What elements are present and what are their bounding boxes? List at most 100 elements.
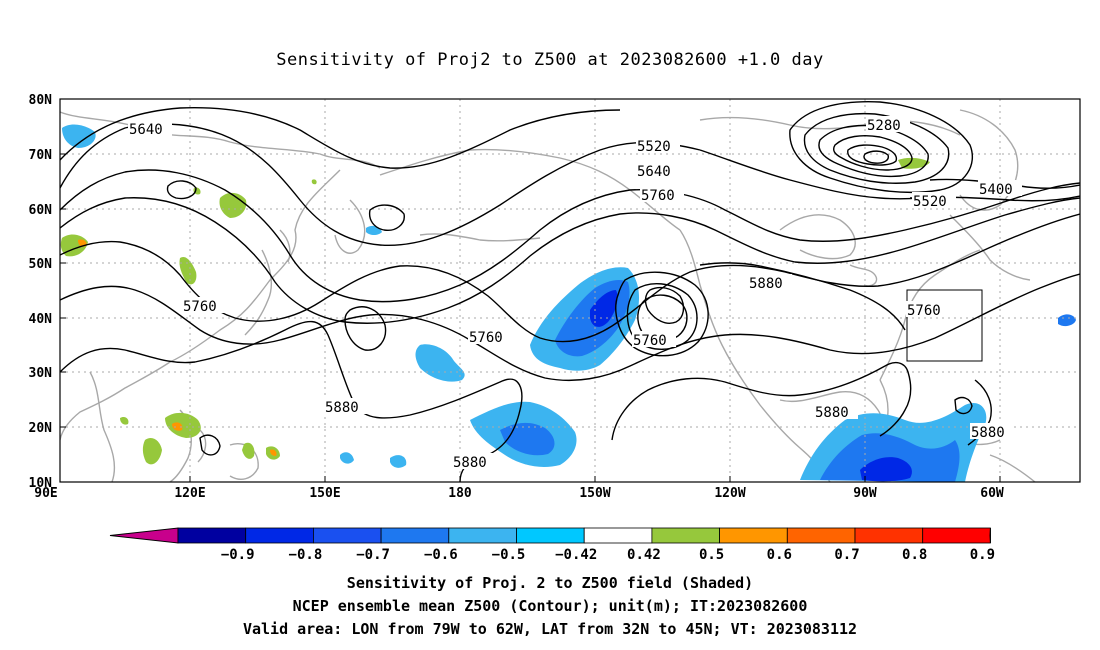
colorbar-segment — [651, 527, 721, 544]
colorbar-tick-label: −0.5 — [492, 547, 526, 563]
contour-label-bg — [182, 297, 226, 313]
contour-label-5880-gulf: 5880 — [815, 405, 849, 421]
colorbar-segment — [516, 527, 585, 544]
colorbar-tick-label: 0.42 — [627, 547, 661, 563]
contour-label-bg — [970, 423, 1014, 439]
shade-positive-manchuria — [179, 256, 197, 285]
contour-label-bg — [636, 162, 680, 178]
contour-label-bg — [748, 274, 792, 290]
lon-label-120e: 120E — [174, 486, 205, 501]
coast-aleutians — [419, 233, 541, 242]
contour-low-pacific-outer — [615, 271, 709, 357]
contour-small-ring-kamchatka — [368, 204, 405, 231]
contour-5880-atlantic — [699, 262, 906, 331]
colorbar-tick-label: 0.6 — [767, 547, 792, 563]
contour-5760-central — [60, 213, 1080, 343]
contour-label-5880-north-america: 5880 — [749, 276, 783, 292]
colorbar-tick-label: 0.7 — [834, 547, 859, 563]
colorbar-tick-label: −0.9 — [221, 547, 255, 563]
contour-low-pacific-inner — [637, 294, 688, 342]
contour-label-5760-asia: 5760 — [183, 299, 217, 315]
contour-label-5520: 5520 — [637, 139, 671, 155]
lat-axis-labels: 80N 70N 60N 50N 40N 30N 20N 10N — [29, 93, 53, 491]
contour-label-bg — [814, 403, 858, 419]
grid-lines — [60, 99, 1080, 482]
coastlines — [60, 109, 1036, 482]
contour-west-pacific-ring — [199, 434, 221, 456]
shade-positive-sea-b — [165, 412, 201, 438]
caption-contour: NCEP ensemble mean Z500 (Contour); unit(… — [292, 597, 808, 615]
coast-great-lakes — [849, 264, 878, 287]
contour-low-arctic-core — [863, 150, 889, 164]
sensitivity-shading — [60, 124, 1076, 482]
contour-5760-west-b — [60, 197, 1080, 324]
colorbar-tick-label: 0.5 — [699, 547, 724, 563]
shade-arctic-west — [62, 124, 96, 148]
coast-japan — [244, 229, 291, 336]
contour-label-5880-subtropics: 5880 — [453, 455, 487, 471]
contour-label-bg — [906, 301, 950, 317]
contour-5760-west-a — [60, 169, 1080, 303]
caption-shading: Sensitivity of Proj. 2 to Z500 field (Sh… — [346, 574, 754, 592]
lon-label-90w: 90W — [853, 486, 877, 501]
contour-label-bg — [468, 328, 512, 344]
contour-arctic-rim — [699, 149, 941, 200]
contour-label-5280: 5280 — [867, 118, 901, 134]
shade-positive-sea-a — [142, 438, 162, 465]
colorbar-segment — [854, 527, 924, 544]
contour-low-arctic-5 — [847, 144, 898, 166]
colorbar-segment — [719, 527, 788, 544]
shade-subtropical-pacific-inner — [500, 422, 555, 456]
contour-5880-east — [611, 361, 912, 441]
lon-label-120w: 120W — [714, 486, 745, 501]
shade-positive-siberia — [219, 192, 247, 218]
lat-label-40n: 40N — [29, 312, 53, 327]
contour-label-bg — [912, 192, 956, 208]
coast-south-america — [989, 454, 1036, 482]
lon-label-60w: 60W — [980, 486, 1004, 501]
shade-positive-pacific-c-orange — [270, 449, 277, 456]
shade-positive-taiwan — [242, 442, 255, 459]
colorbar-tick-label: −0.42 — [555, 547, 597, 563]
contour-label-5640-pacific: 5640 — [637, 164, 671, 180]
coast-north-america-west — [679, 229, 831, 482]
shade-positive-small-a — [120, 416, 129, 425]
lon-label-90e: 90E — [34, 486, 57, 501]
contour-low-pacific-mid — [626, 283, 698, 350]
colorbar-tick-label: −0.6 — [424, 547, 458, 563]
contour-label-bg — [632, 331, 676, 347]
colorbar-segment — [922, 527, 991, 544]
valid-area-box — [906, 289, 983, 362]
coast-kamchatka — [334, 199, 366, 254]
contour-label-5400: 5400 — [979, 182, 1013, 198]
lat-label-50n: 50N — [29, 257, 53, 272]
contour-low-arctic-4 — [833, 135, 913, 171]
lat-label-30n: 30N — [29, 366, 53, 381]
colorbar-segment — [583, 527, 653, 544]
caption-valid-area: Valid area: LON from 79W to 62W, LAT fro… — [242, 620, 858, 638]
coast-east-us — [879, 249, 981, 381]
contour-labels: 5640 5520 5640 5760 5280 5400 5520 5880 … — [128, 116, 1022, 471]
shade-small-pacific-b — [390, 455, 407, 468]
lon-label-150w: 150W — [579, 486, 610, 501]
axis-ticks — [60, 98, 1001, 482]
colorbar-segment — [786, 527, 856, 544]
contour-label-5880-west-pacific: 5880 — [325, 400, 359, 416]
z500-contours — [60, 101, 1080, 482]
contour-label-5880-atlantic: 5880 — [971, 425, 1005, 441]
colorbar-left-extension — [109, 527, 179, 544]
coast-borneo — [229, 443, 259, 480]
lat-label-80n: 80N — [29, 93, 53, 108]
contour-label-bg — [866, 116, 910, 132]
contour-label-bg — [128, 120, 172, 136]
shade-small-pacific-a — [340, 452, 354, 464]
colorbar-tick-label: −0.7 — [356, 547, 390, 563]
colorbar-segment — [245, 527, 314, 544]
contour-5520-north — [60, 107, 621, 169]
colorbar: −0.9 −0.8 −0.7 −0.6 −0.5 −0.42 0.42 0.5 0.6 0.7 0.… — [109, 527, 995, 563]
contour-label-5760-box: 5760 — [907, 303, 941, 319]
coast-indochina — [89, 371, 116, 482]
contour-label-5760-low: 5760 — [633, 333, 667, 349]
lon-label-150e: 150E — [309, 486, 340, 501]
